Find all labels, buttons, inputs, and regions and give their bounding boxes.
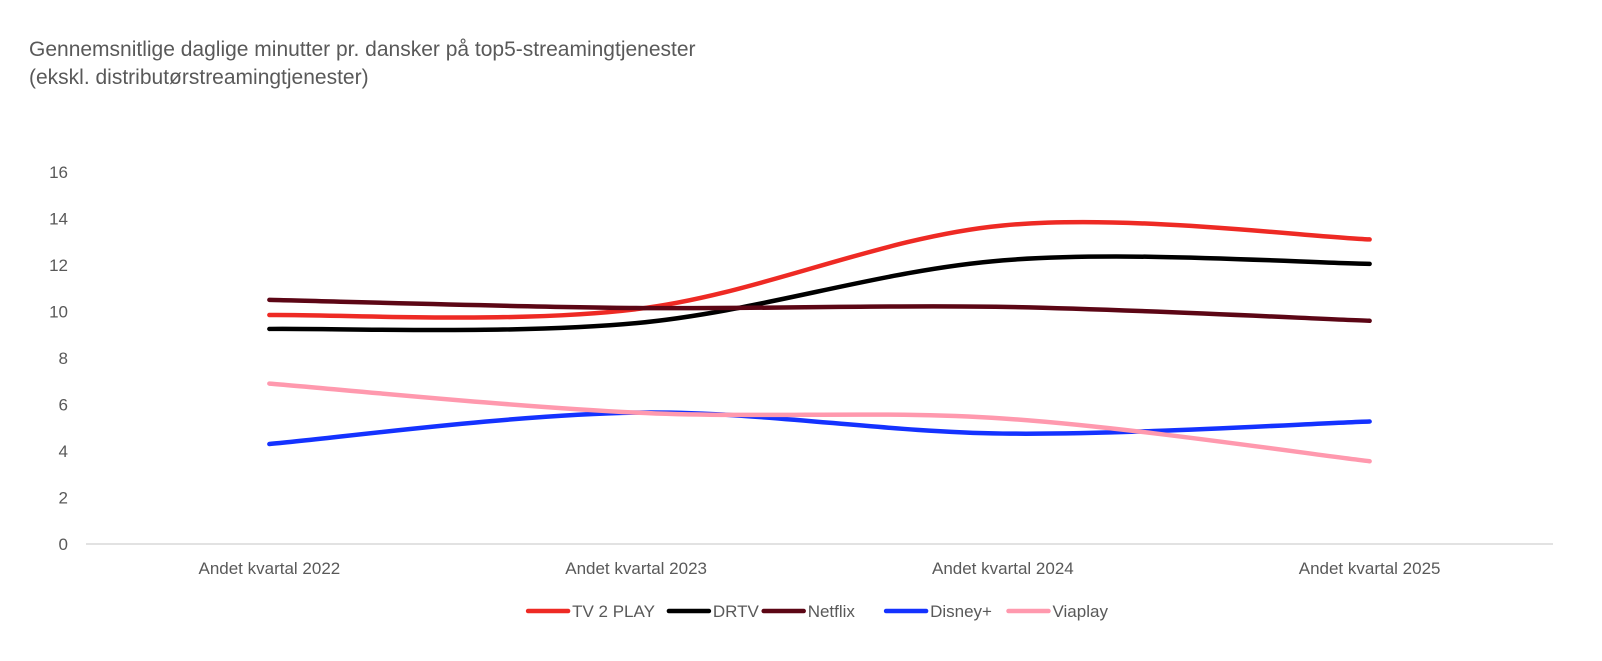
series-lines bbox=[267, 219, 1372, 464]
y-tick-label: 16 bbox=[49, 163, 68, 182]
x-tick-label: Andet kvartal 2022 bbox=[198, 559, 340, 578]
chart-title-line: Gennemsnitlige daglige minutter pr. dans… bbox=[29, 38, 696, 61]
y-tick-label: 2 bbox=[59, 489, 68, 508]
y-tick-label: 10 bbox=[49, 303, 68, 322]
series-line-tv-2-play bbox=[267, 219, 1372, 320]
y-tick-label: 4 bbox=[59, 442, 68, 461]
legend-item[interactable]: TV 2 PLAY bbox=[525, 602, 655, 621]
y-tick-label: 12 bbox=[49, 256, 68, 275]
legend-label: Viaplay bbox=[1053, 602, 1109, 621]
legend-item[interactable]: Disney+ bbox=[883, 602, 992, 621]
series-line-netflix bbox=[267, 297, 1372, 324]
y-tick-label: 0 bbox=[59, 535, 68, 554]
x-tick-label: Andet kvartal 2024 bbox=[932, 559, 1074, 578]
legend: TV 2 PLAY DRTV Netflix Disney+ Viaplay bbox=[525, 602, 1109, 621]
x-tick-label: Andet kvartal 2023 bbox=[565, 559, 707, 578]
legend-item[interactable]: Viaplay bbox=[1006, 602, 1109, 621]
series-line-drtv bbox=[267, 254, 1372, 333]
chart-title: Gennemsnitlige daglige minutter pr. dans… bbox=[29, 36, 696, 92]
series-line-disney- bbox=[267, 410, 1372, 447]
chart-subtitle: (ekskl. distributørstreamingtjenester) bbox=[29, 66, 369, 89]
y-tick-label: 6 bbox=[59, 396, 68, 415]
legend-item[interactable]: DRTV bbox=[666, 602, 760, 621]
y-axis-ticks: 0 2 4 6 8 10 12 14 16 bbox=[49, 163, 68, 554]
legend-label: DRTV bbox=[713, 602, 760, 621]
x-axis-ticks: Andet kvartal 2022 Andet kvartal 2023 Ande… bbox=[198, 559, 1440, 578]
y-tick-label: 14 bbox=[49, 210, 68, 229]
legend-label: TV 2 PLAY bbox=[572, 602, 655, 621]
legend-label: Disney+ bbox=[930, 602, 992, 621]
x-tick-label: Andet kvartal 2025 bbox=[1299, 559, 1441, 578]
series-line-viaplay bbox=[267, 381, 1372, 464]
y-tick-label: 8 bbox=[59, 349, 68, 368]
legend-item[interactable]: Netflix bbox=[761, 602, 856, 621]
legend-label: Netflix bbox=[808, 602, 856, 621]
